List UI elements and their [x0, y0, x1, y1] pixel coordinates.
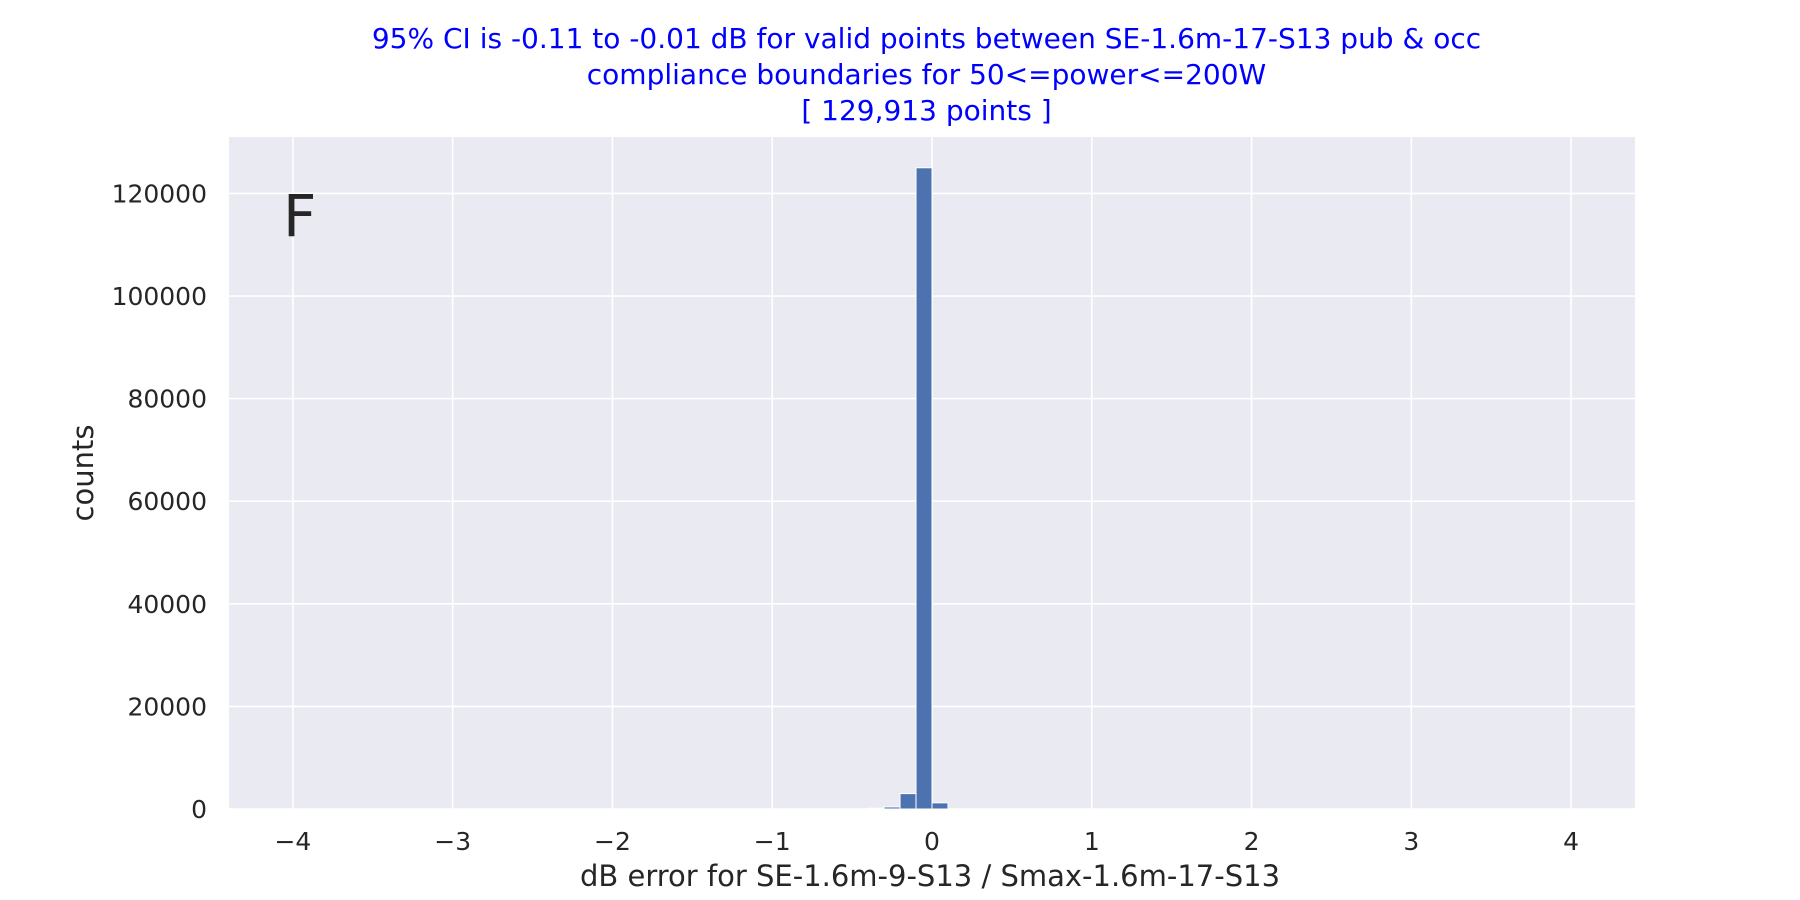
chart-title-line-3: [ 129,913 points ] — [801, 94, 1052, 127]
x-tick-label: −2 — [594, 827, 631, 856]
x-tick-label: 3 — [1403, 827, 1419, 856]
histogram-bars — [867, 167, 949, 810]
y-tick-label: 80000 — [127, 385, 207, 414]
x-tick-label: −4 — [274, 827, 311, 856]
x-tick-label: 2 — [1244, 827, 1260, 856]
x-tick-label: −1 — [754, 827, 791, 856]
y-tick-label: 20000 — [127, 692, 207, 721]
panel-label: F — [283, 182, 316, 250]
x-tick-label: −3 — [434, 827, 471, 856]
histogram-bar — [915, 167, 933, 810]
y-tick-label: 120000 — [112, 179, 207, 208]
histogram-bar — [899, 793, 917, 810]
histogram-bar — [931, 802, 949, 810]
x-tick-label: 1 — [1084, 827, 1100, 856]
x-axis-ticks: −4 −3 −2 −1 0 1 2 3 4 — [274, 827, 1579, 856]
y-tick-label: 60000 — [127, 487, 207, 516]
x-axis-label: dB error for SE-1.6m-9-S13 / Smax-1.6m-1… — [580, 859, 1280, 893]
chart-title-line-1: 95% CI is -0.11 to -0.01 dB for valid po… — [371, 22, 1482, 55]
y-tick-label: 100000 — [112, 282, 207, 311]
histogram-bar — [867, 807, 885, 810]
x-tick-label: 4 — [1563, 827, 1579, 856]
y-axis-label: counts — [66, 425, 100, 522]
y-tick-label: 0 — [191, 795, 207, 824]
y-tick-label: 40000 — [127, 590, 207, 619]
y-axis-ticks: 0 20000 40000 60000 80000 100000 120000 — [112, 179, 207, 824]
histogram-bar — [883, 806, 901, 810]
x-tick-label: 0 — [924, 827, 940, 856]
chart-title-line-2: compliance boundaries for 50<=power<=200… — [586, 58, 1267, 91]
